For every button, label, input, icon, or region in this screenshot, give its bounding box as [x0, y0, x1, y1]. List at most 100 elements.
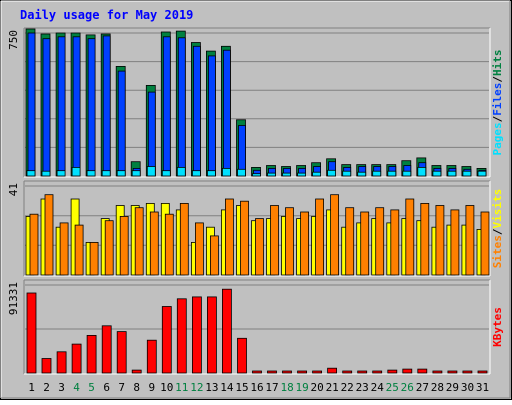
kbytes-bar — [312, 370, 323, 374]
sites-bar — [104, 220, 114, 276]
pages-bar — [146, 166, 156, 177]
kbytes-bar — [297, 370, 308, 374]
x-axis-day-labels: 1 2 3 4 5 6 7 8 9 10 11 12 13 14 15 16 17 18 19 20 21 22 23 24 2… — [28, 381, 489, 394]
y-max-label: 750 — [7, 30, 20, 50]
day-label: 28 — [431, 381, 444, 394]
day-label: 16 — [250, 381, 263, 394]
day-label: 17 — [265, 381, 278, 394]
pages-bar — [71, 166, 81, 177]
sites-bar — [164, 213, 174, 276]
kbytes-bar — [221, 288, 232, 374]
sites-bar — [285, 207, 294, 276]
pages-bar — [191, 170, 201, 177]
files-bar — [222, 49, 231, 177]
kbytes-bar — [342, 370, 353, 374]
kbytes-bar — [26, 292, 37, 374]
day-label: 13 — [205, 381, 218, 394]
pages-bar — [402, 170, 412, 177]
kbytes-bar — [387, 369, 398, 374]
day-label: 1 — [28, 381, 35, 394]
kbytes-bar — [327, 367, 338, 374]
sites-bar — [375, 207, 385, 276]
pages-bar — [221, 167, 231, 177]
kbytes-bar — [56, 351, 67, 374]
files-bar — [102, 35, 111, 177]
sites-bar — [29, 213, 39, 276]
panel-series-label: Pages/Files/Hits — [491, 50, 504, 156]
kbytes-bar — [267, 370, 277, 374]
day-label: 23 — [356, 381, 369, 394]
pages-bar — [297, 172, 307, 177]
pages-bar — [252, 173, 261, 177]
day-label: 22 — [341, 381, 354, 394]
sites-bar — [360, 211, 370, 276]
panel-bars — [25, 194, 490, 276]
files-bar — [162, 36, 171, 177]
pages-bar — [206, 170, 216, 177]
panel-top: 750 Pages/Files/Hits — [7, 27, 504, 178]
sites-bar — [134, 207, 144, 276]
pages-bar — [237, 168, 246, 177]
day-label: 9 — [148, 381, 155, 394]
sites-bar — [89, 241, 99, 276]
pages-bar — [312, 171, 322, 177]
pages-bar — [387, 170, 397, 177]
files-bar — [192, 45, 201, 177]
sites-bar — [345, 207, 355, 276]
pages-bar — [161, 170, 171, 177]
series-label-sites: Sites — [491, 235, 504, 268]
pages-bar — [417, 166, 427, 177]
y-max-label: 91331 — [7, 282, 20, 315]
day-label: 19 — [295, 381, 308, 394]
day-label: 18 — [280, 381, 293, 394]
kbytes-bar — [402, 368, 413, 374]
panel-bars — [25, 28, 487, 177]
y-max-label: 41 — [7, 183, 20, 196]
sites-bar — [300, 211, 310, 276]
sites-bar — [450, 209, 460, 276]
pages-bar — [131, 170, 141, 177]
day-label: 3 — [58, 381, 65, 394]
day-label: 20 — [310, 381, 323, 394]
label-separator: / — [491, 76, 504, 83]
day-label: 30 — [461, 381, 474, 394]
pages-bar — [462, 170, 472, 177]
files-bar — [207, 55, 216, 177]
chart-title: Daily usage for May 2019 — [20, 8, 193, 22]
pages-bar — [357, 171, 367, 177]
day-label: 21 — [326, 381, 339, 394]
pages-bar — [41, 170, 51, 177]
series-label-visits: Visits — [491, 189, 504, 229]
sites-bar — [420, 202, 430, 276]
sites-bar — [465, 205, 475, 276]
sites-bar — [224, 198, 234, 276]
panel-series-label: Sites/Visits — [491, 189, 504, 269]
label-separator: / — [491, 115, 504, 122]
kbytes-bar — [252, 370, 262, 374]
day-label: 5 — [88, 381, 95, 394]
kbytes-bar — [447, 370, 458, 374]
sites-bar — [119, 215, 129, 276]
kbytes-bar — [477, 370, 488, 374]
kbytes-bar — [237, 337, 247, 374]
series-label-files: Files — [491, 83, 504, 116]
pages-bar — [282, 172, 291, 177]
day-label: 14 — [220, 381, 234, 394]
kbytes-bar — [176, 298, 187, 374]
day-label: 7 — [118, 381, 125, 394]
sites-bar — [435, 205, 445, 276]
files-bar — [27, 32, 36, 177]
kbytes-bar — [41, 358, 52, 374]
day-label: 29 — [446, 381, 459, 394]
day-label: 27 — [416, 381, 429, 394]
kbytes-bar — [116, 331, 127, 374]
kbytes-bar — [191, 296, 202, 374]
series-label-hits: Hits — [491, 50, 504, 77]
day-label: 31 — [476, 381, 489, 394]
sites-bar — [315, 198, 325, 276]
sites-bar — [255, 218, 264, 276]
panel-series-label: KBytes — [491, 307, 504, 347]
pages-bar — [56, 170, 66, 177]
